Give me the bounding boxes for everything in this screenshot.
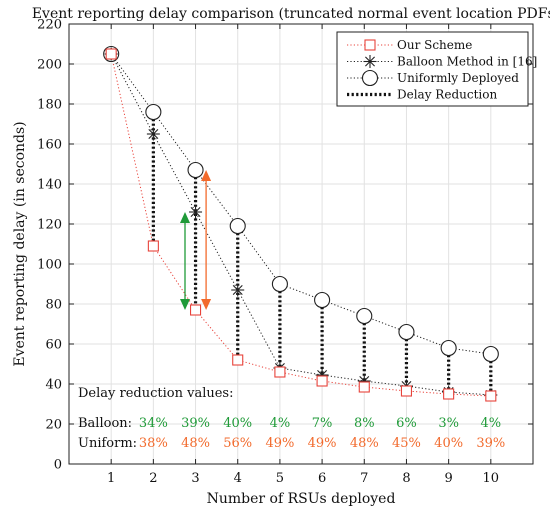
y-tick-label: 140 <box>37 178 62 193</box>
y-tick-label: 0 <box>54 458 62 473</box>
delay-reduction-annotations: Delay reduction values:Balloon:Uniform:3… <box>78 386 505 451</box>
balloon-reduction-value: 4% <box>270 416 291 431</box>
x-tick-label: 8 <box>402 471 410 486</box>
y-tick-label: 20 <box>45 418 62 433</box>
y-tick-label: 100 <box>37 258 62 273</box>
data-point-square <box>485 390 497 402</box>
plot-area-frame <box>68 23 534 465</box>
x-tick-label: 10 <box>483 471 500 486</box>
arrow-head-down <box>201 299 212 310</box>
balloon-reduction-value: 34% <box>139 416 168 431</box>
asterisk-stroke <box>190 207 201 217</box>
y-tick-label: 200 <box>37 58 62 73</box>
chart-title: Event reporting delay comparison (trunca… <box>32 6 550 22</box>
x-tick-label: 3 <box>191 471 199 486</box>
y-tick-label: 180 <box>37 98 62 113</box>
data-point-asterisk <box>146 127 160 141</box>
axis-ticks: 0 20 40 60 80 100 120 140 160 180 200 220 1 2 3 4 5 6 7 8 9 1… <box>37 18 533 486</box>
series-line <box>110 53 491 396</box>
data-point-square <box>274 366 286 378</box>
uniform-reduction-value: 38% <box>139 436 168 451</box>
balloon-reduction-value: 6% <box>396 416 417 431</box>
arrow-head-up <box>201 170 212 181</box>
uniform-reduction-value: 45% <box>392 436 421 451</box>
x-tick-label: 1 <box>107 471 115 486</box>
x-tick-label: 9 <box>444 471 452 486</box>
x-axis-label: Number of RSUs deployed <box>207 491 396 507</box>
legend: Our Scheme Balloon Method in [16] Uniforml… <box>336 31 537 107</box>
y-tick-label: 160 <box>37 138 62 153</box>
asterisk-stroke <box>232 285 243 295</box>
asterisk-stroke <box>148 129 159 139</box>
y-tick-label: 120 <box>37 218 62 233</box>
series-line <box>110 53 491 355</box>
data-point-circle <box>314 291 331 309</box>
x-tick-label: 4 <box>234 471 242 486</box>
y-tick-label: 40 <box>45 378 62 393</box>
data-point-square <box>105 48 117 60</box>
reduction-arrows <box>180 170 212 310</box>
data-point-circle <box>482 345 499 363</box>
balloon-reduction-value: 40% <box>223 416 252 431</box>
balloon-reduction-value: 3% <box>438 416 459 431</box>
reduction-arrow <box>201 170 212 310</box>
annotation-heading: Delay reduction values: <box>78 386 233 401</box>
arrow-head-down <box>180 299 190 310</box>
data-point-circle <box>361 69 379 87</box>
uniform-reduction-value: 56% <box>223 436 252 451</box>
uniform-reduction-value: 48% <box>350 436 379 451</box>
data-point-circle <box>440 339 457 357</box>
reduction-arrow <box>180 212 190 310</box>
uniform-reduction-value: 49% <box>308 436 337 451</box>
series-lines <box>103 45 499 402</box>
data-point-square <box>232 354 244 366</box>
legend-label: Uniformly Deployed <box>397 71 519 85</box>
data-point-circle <box>271 275 288 293</box>
arrow-head-up <box>180 212 190 223</box>
x-tick-label: 6 <box>318 471 326 486</box>
uniform-reduction-value: 39% <box>476 436 505 451</box>
data-point-circle <box>145 103 162 121</box>
data-point-asterisk <box>363 55 377 68</box>
series-line <box>110 53 491 397</box>
balloon-reduction-value: 8% <box>354 416 375 431</box>
data-point-square <box>364 39 376 51</box>
balloon-reduction-value: 39% <box>181 416 210 431</box>
balloon-row-label: Balloon: <box>78 416 132 431</box>
data-point-square <box>316 375 328 387</box>
x-tick-label: 2 <box>149 471 157 486</box>
balloon-reduction-value: 4% <box>481 416 502 431</box>
data-point-square <box>400 385 413 397</box>
legend-label: Delay Reduction <box>397 88 497 102</box>
data-point-asterisk <box>231 283 245 297</box>
legend-label: Our Scheme <box>397 38 472 52</box>
y-tick-label: 220 <box>37 18 62 33</box>
x-tick-label: 5 <box>276 471 284 486</box>
legend-label: Balloon Method in [16] <box>397 55 537 69</box>
data-point-circle <box>229 217 246 235</box>
x-tick-label: 7 <box>360 471 368 486</box>
data-point-square <box>189 304 202 316</box>
uniform-reduction-value: 49% <box>265 436 294 451</box>
data-point-square <box>358 381 370 393</box>
data-point-circle <box>187 161 204 179</box>
data-point-asterisk <box>189 205 203 219</box>
data-point-square <box>443 388 455 400</box>
balloon-reduction-value: 7% <box>312 416 333 431</box>
y-axis-label: Event reporting delay (in seconds) <box>12 121 28 366</box>
y-tick-label: 60 <box>45 338 62 353</box>
uniform-reduction-value: 48% <box>181 436 210 451</box>
y-tick-label: 80 <box>45 298 62 313</box>
uniform-row-label: Uniform: <box>78 436 137 451</box>
data-point-circle <box>356 307 373 325</box>
data-point-square <box>147 240 159 252</box>
asterisk-stroke <box>365 56 375 67</box>
uniform-reduction-value: 40% <box>434 436 463 451</box>
data-point-circle <box>398 323 415 341</box>
